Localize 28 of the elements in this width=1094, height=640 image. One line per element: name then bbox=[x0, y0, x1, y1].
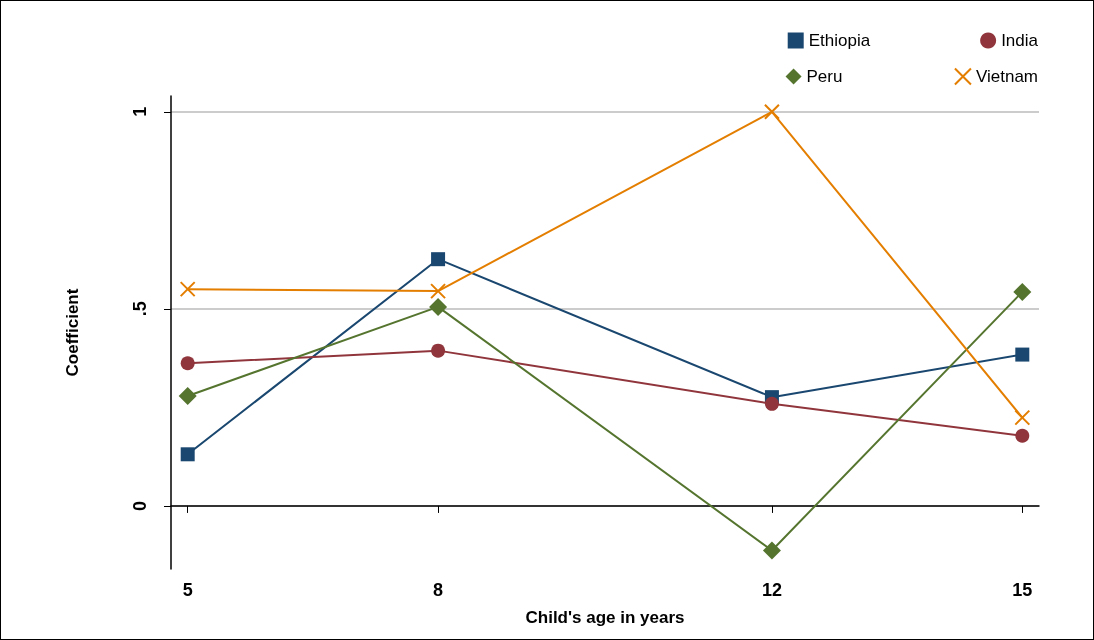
x-tick-label: 8 bbox=[433, 580, 444, 600]
point bbox=[180, 447, 195, 462]
point bbox=[1015, 347, 1030, 362]
point bbox=[179, 281, 196, 298]
legend-label: Peru bbox=[806, 67, 843, 86]
point bbox=[1014, 409, 1031, 426]
y-tick-label: 1 bbox=[130, 106, 150, 117]
legend-label: India bbox=[1001, 31, 1039, 50]
x-axis-title: Child's age in years bbox=[525, 608, 685, 627]
point bbox=[1013, 282, 1032, 301]
point bbox=[764, 396, 779, 411]
point bbox=[762, 541, 781, 560]
y-tick-label: 0 bbox=[130, 500, 150, 511]
x-tick-label: 15 bbox=[1012, 580, 1033, 600]
x-tick-label: 12 bbox=[761, 580, 782, 600]
y-axis-title: Coefficient bbox=[63, 288, 82, 377]
point bbox=[763, 103, 780, 120]
point bbox=[430, 283, 447, 300]
legend-label: Vietnam bbox=[975, 67, 1039, 86]
legend-label: Ethiopia bbox=[808, 31, 871, 50]
point bbox=[431, 252, 446, 267]
point bbox=[178, 386, 197, 405]
point bbox=[431, 343, 446, 358]
x-tick-label: 5 bbox=[182, 580, 193, 600]
point bbox=[1015, 428, 1030, 443]
point bbox=[429, 297, 448, 316]
y-tick-label: .5 bbox=[130, 301, 150, 317]
point bbox=[180, 356, 195, 371]
